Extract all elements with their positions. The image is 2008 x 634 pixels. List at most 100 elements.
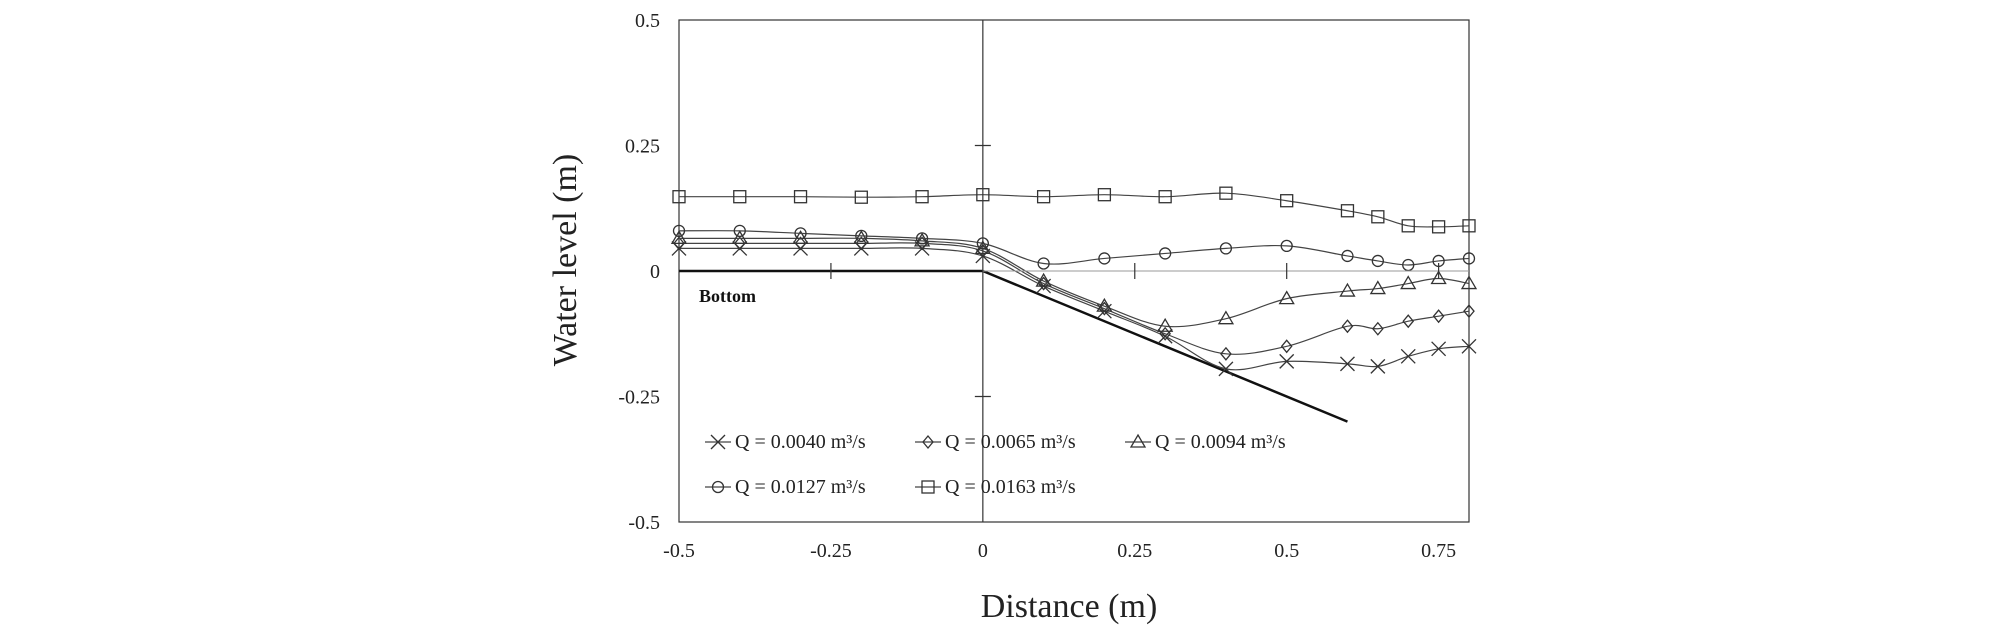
marker-stroke — [1400, 348, 1416, 364]
data-point — [1431, 341, 1447, 357]
data-point — [794, 236, 807, 251]
x-tick-label: 0.25 — [1117, 540, 1152, 562]
data-point — [670, 230, 688, 245]
legend-label: Q = 0.0094 m³/s — [1155, 431, 1286, 453]
series-layer — [670, 186, 1478, 377]
marker-stroke — [1370, 358, 1386, 374]
data-point — [1400, 275, 1417, 290]
bottom-annotation: Bottom — [699, 286, 756, 306]
data-point — [794, 227, 807, 240]
x-tick-label: -0.25 — [810, 540, 852, 562]
data-point — [733, 190, 747, 204]
data-point — [673, 236, 685, 251]
series-line — [679, 247, 1470, 371]
legend-item-triangle: Q = 0.0094 m³/s — [1125, 431, 1286, 453]
data-point — [1098, 301, 1111, 316]
x-axis-title: Distance (m) — [981, 588, 1158, 625]
data-point — [1462, 219, 1476, 233]
data-point — [1369, 280, 1386, 295]
data-point — [1372, 321, 1384, 336]
y-axis-title: Water level (m) — [547, 154, 584, 366]
x-tick-label: 0.5 — [1274, 540, 1299, 562]
data-point — [1096, 297, 1113, 312]
data-point — [915, 232, 929, 245]
data-point — [1157, 317, 1174, 332]
legend-item-x: Q = 0.0040 m³/s — [705, 431, 866, 453]
legend-item-circle: Q = 0.0127 m³/s — [705, 476, 866, 498]
data-point — [1278, 290, 1295, 305]
data-point — [853, 230, 870, 245]
marker-stroke — [1431, 341, 1447, 357]
legend: Q = 0.0040 m³/s Q = 0.0065 m³/s Q = 0.0094… — [705, 431, 1286, 498]
data-point — [1220, 346, 1232, 361]
marker-stroke — [1340, 356, 1355, 372]
data-point — [855, 229, 868, 243]
data-point — [1217, 310, 1235, 325]
data-point — [855, 236, 868, 251]
series-square — [672, 186, 1476, 234]
y-tick-label: 0.5 — [635, 10, 660, 32]
data-point — [1463, 304, 1475, 319]
data-point — [1159, 247, 1172, 260]
y-tick-label: 0.25 — [625, 136, 660, 158]
data-point — [854, 190, 868, 204]
data-point — [1431, 220, 1446, 234]
data-point — [733, 236, 746, 251]
data-point — [1341, 319, 1354, 334]
data-point — [1279, 353, 1295, 369]
marker-stroke — [1461, 338, 1477, 354]
data-point — [672, 224, 686, 237]
y-tick-label: -0.5 — [628, 512, 660, 534]
data-point — [1400, 348, 1416, 364]
data-point — [1402, 314, 1415, 329]
marker-stroke — [710, 434, 726, 450]
data-point — [1037, 257, 1050, 270]
legend-marker — [710, 434, 726, 450]
data-point — [1461, 338, 1477, 354]
data-point — [733, 224, 746, 237]
data-point — [1035, 272, 1052, 287]
axes-layer: -0.5 -0.25 0 0.25 0.5 0.75 0.5 0.25 0 -0.25 -0.5 — [618, 10, 1469, 562]
data-point — [1280, 194, 1294, 208]
x-tick-label: -0.5 — [663, 540, 695, 562]
series-line — [678, 230, 1470, 266]
marker-stroke — [1218, 361, 1234, 377]
series-line — [678, 242, 1470, 355]
data-point — [1340, 204, 1355, 218]
data-point — [1430, 270, 1447, 285]
data-point — [1037, 276, 1050, 291]
legend-item-square: Q = 0.0163 m³/s — [915, 476, 1076, 498]
legend-marker — [711, 480, 725, 494]
marker-stroke — [1279, 353, 1295, 369]
data-point — [1158, 190, 1172, 204]
series-line — [679, 237, 1470, 328]
y-tick-label: -0.25 — [618, 387, 660, 409]
bottom-profile — [679, 269, 1348, 423]
data-point — [1097, 188, 1112, 202]
data-point — [1280, 239, 1293, 253]
data-point — [672, 190, 686, 204]
legend-item-diamond: Q = 0.0065 m³/s — [915, 431, 1076, 453]
data-point — [1219, 186, 1233, 200]
legend-label: Q = 0.0127 m³/s — [735, 476, 866, 498]
data-point — [1460, 275, 1478, 290]
legend-label: Q = 0.0040 m³/s — [735, 431, 866, 453]
series-line — [678, 192, 1470, 228]
data-point — [1371, 254, 1384, 268]
data-point — [1036, 190, 1051, 204]
data-point — [1462, 252, 1476, 265]
legend-label: Q = 0.0065 m³/s — [945, 431, 1076, 453]
data-point — [1098, 252, 1111, 265]
data-point — [1402, 258, 1415, 272]
data-point — [731, 230, 748, 245]
data-point — [1370, 358, 1386, 374]
data-point — [1371, 210, 1385, 224]
data-point — [1218, 361, 1234, 377]
data-point — [1341, 249, 1354, 263]
x-tick-label: 0.75 — [1421, 540, 1456, 562]
series-triangle — [670, 230, 1478, 332]
legend-marker — [922, 434, 934, 450]
x-tick-label: 0 — [978, 540, 988, 562]
data-point — [915, 190, 929, 204]
